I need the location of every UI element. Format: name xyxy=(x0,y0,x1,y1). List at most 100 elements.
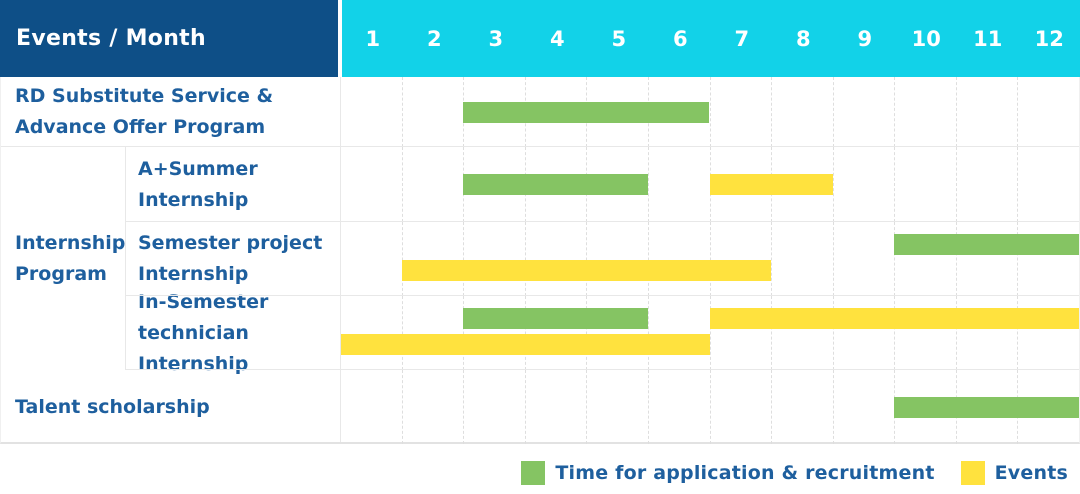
month-label: 8 xyxy=(795,26,811,51)
month-label: 1 xyxy=(365,26,381,51)
month-grid-line xyxy=(832,370,834,444)
month-label: 11 xyxy=(973,26,1003,51)
month-grid-line xyxy=(771,296,773,370)
month-label: 10 xyxy=(911,26,941,51)
application-legend-swatch xyxy=(521,461,546,485)
row-chart-area xyxy=(340,147,1079,222)
month-grid-line xyxy=(1017,222,1019,296)
row-label-line: Internship xyxy=(138,263,249,285)
legend: Time for application & recruitment Event… xyxy=(0,444,1080,492)
table-row: A+Summer Internship xyxy=(1,147,1079,222)
row-label-line: Advance Offer Program xyxy=(15,116,266,138)
row-label-line: In-Semester xyxy=(138,290,269,313)
table-row: Talent scholarship xyxy=(1,370,1079,444)
header-gap xyxy=(338,0,342,77)
row-separator xyxy=(1,369,1079,370)
month-grid-line xyxy=(832,296,834,370)
row-chart-area xyxy=(340,77,1079,147)
application-legend-label: Time for application & recruitment xyxy=(555,462,935,484)
row-label: In-Semester technician Internship xyxy=(1,291,340,375)
row-label-line: Talent scholarship xyxy=(15,395,210,418)
row-label-line: A+Summer xyxy=(138,157,258,180)
month-label: 9 xyxy=(857,26,873,51)
month-grid-line xyxy=(463,296,465,370)
month-grid-line xyxy=(401,370,403,444)
month-header-row: 1 2 3 4 5 6 7 8 9 10 11 12 xyxy=(342,0,1080,77)
month-grid-line xyxy=(586,370,588,444)
month-label: 12 xyxy=(1034,26,1064,51)
events-month-header-cell: Events / Month xyxy=(0,0,338,77)
month-grid-line xyxy=(586,296,588,370)
month-grid-line xyxy=(401,77,403,147)
month-grid-line xyxy=(771,370,773,444)
row-separator xyxy=(125,295,1079,296)
gantt-bar-application xyxy=(463,174,648,195)
month-grid-line xyxy=(463,222,465,296)
group-label-line: Program xyxy=(15,262,107,285)
month-label: 2 xyxy=(426,26,442,51)
month-grid-line xyxy=(832,222,834,296)
row-label: Talent scholarship xyxy=(1,370,340,444)
row-label: A+Summer Internship xyxy=(1,147,340,222)
row-label-line: Internship xyxy=(138,188,249,211)
row-label-line: RD Substitute Service & xyxy=(15,85,274,107)
month-grid-line xyxy=(955,147,957,222)
group-cell-internship-program: Internship Program xyxy=(1,147,125,370)
month-grid-line xyxy=(709,222,711,296)
gantt-bar-application xyxy=(894,397,1079,418)
month-grid-line xyxy=(524,296,526,370)
gantt-bar-events xyxy=(709,308,1079,329)
month-grid-line xyxy=(771,77,773,147)
month-grid-line xyxy=(894,222,896,296)
group-column-divider xyxy=(125,147,126,370)
month-grid-line xyxy=(709,370,711,444)
month-grid-line xyxy=(1017,296,1019,370)
month-grid-line xyxy=(771,222,773,296)
row-chart-area xyxy=(340,222,1079,296)
month-label: 7 xyxy=(734,26,750,51)
month-grid-line xyxy=(647,222,649,296)
table-row: In-Semester technician Internship xyxy=(1,291,1079,375)
month-grid-line xyxy=(709,296,711,370)
month-grid-line xyxy=(401,147,403,222)
month-label: 4 xyxy=(549,26,565,51)
gantt-bar-events xyxy=(401,260,772,281)
month-grid-line xyxy=(955,77,957,147)
label-chart-divider xyxy=(340,77,341,442)
row-separator xyxy=(125,221,1079,222)
month-grid-line xyxy=(647,370,649,444)
row-chart-area xyxy=(340,370,1079,444)
month-label: 3 xyxy=(488,26,504,51)
month-label: 5 xyxy=(611,26,627,51)
month-grid-line xyxy=(894,77,896,147)
month-grid-line xyxy=(647,296,649,370)
gantt-bar-events xyxy=(709,174,833,195)
month-grid-line xyxy=(709,77,711,147)
month-grid-line xyxy=(401,296,403,370)
month-grid-line xyxy=(524,222,526,296)
month-grid-line xyxy=(1017,77,1019,147)
row-chart-area xyxy=(340,296,1079,370)
gantt-bar-events xyxy=(340,334,710,355)
group-label-line: Internship xyxy=(15,231,126,254)
gantt-bar-application xyxy=(463,102,710,123)
month-grid-line xyxy=(894,147,896,222)
table-row: Semester project Internship xyxy=(1,222,1079,296)
gantt-body: RD Substitute Service & Advance Offer Pro… xyxy=(0,77,1080,444)
events-legend-label: Events xyxy=(994,462,1068,484)
table-row: RD Substitute Service & Advance Offer Pro… xyxy=(1,77,1079,147)
row-label-line: Semester project xyxy=(138,232,323,254)
month-grid-line xyxy=(647,147,649,222)
month-grid-line xyxy=(463,370,465,444)
month-grid-line xyxy=(894,296,896,370)
month-grid-line xyxy=(1017,147,1019,222)
row-separator xyxy=(1,146,1079,147)
month-grid-line xyxy=(955,296,957,370)
events-legend-swatch xyxy=(960,461,985,485)
gantt-bar-application xyxy=(894,234,1079,255)
table-header: Events / Month 1 2 3 4 5 6 7 8 9 10 11 12 xyxy=(0,0,1080,77)
month-label: 6 xyxy=(672,26,688,51)
month-grid-line xyxy=(401,222,403,296)
gantt-bar-application xyxy=(463,308,648,329)
